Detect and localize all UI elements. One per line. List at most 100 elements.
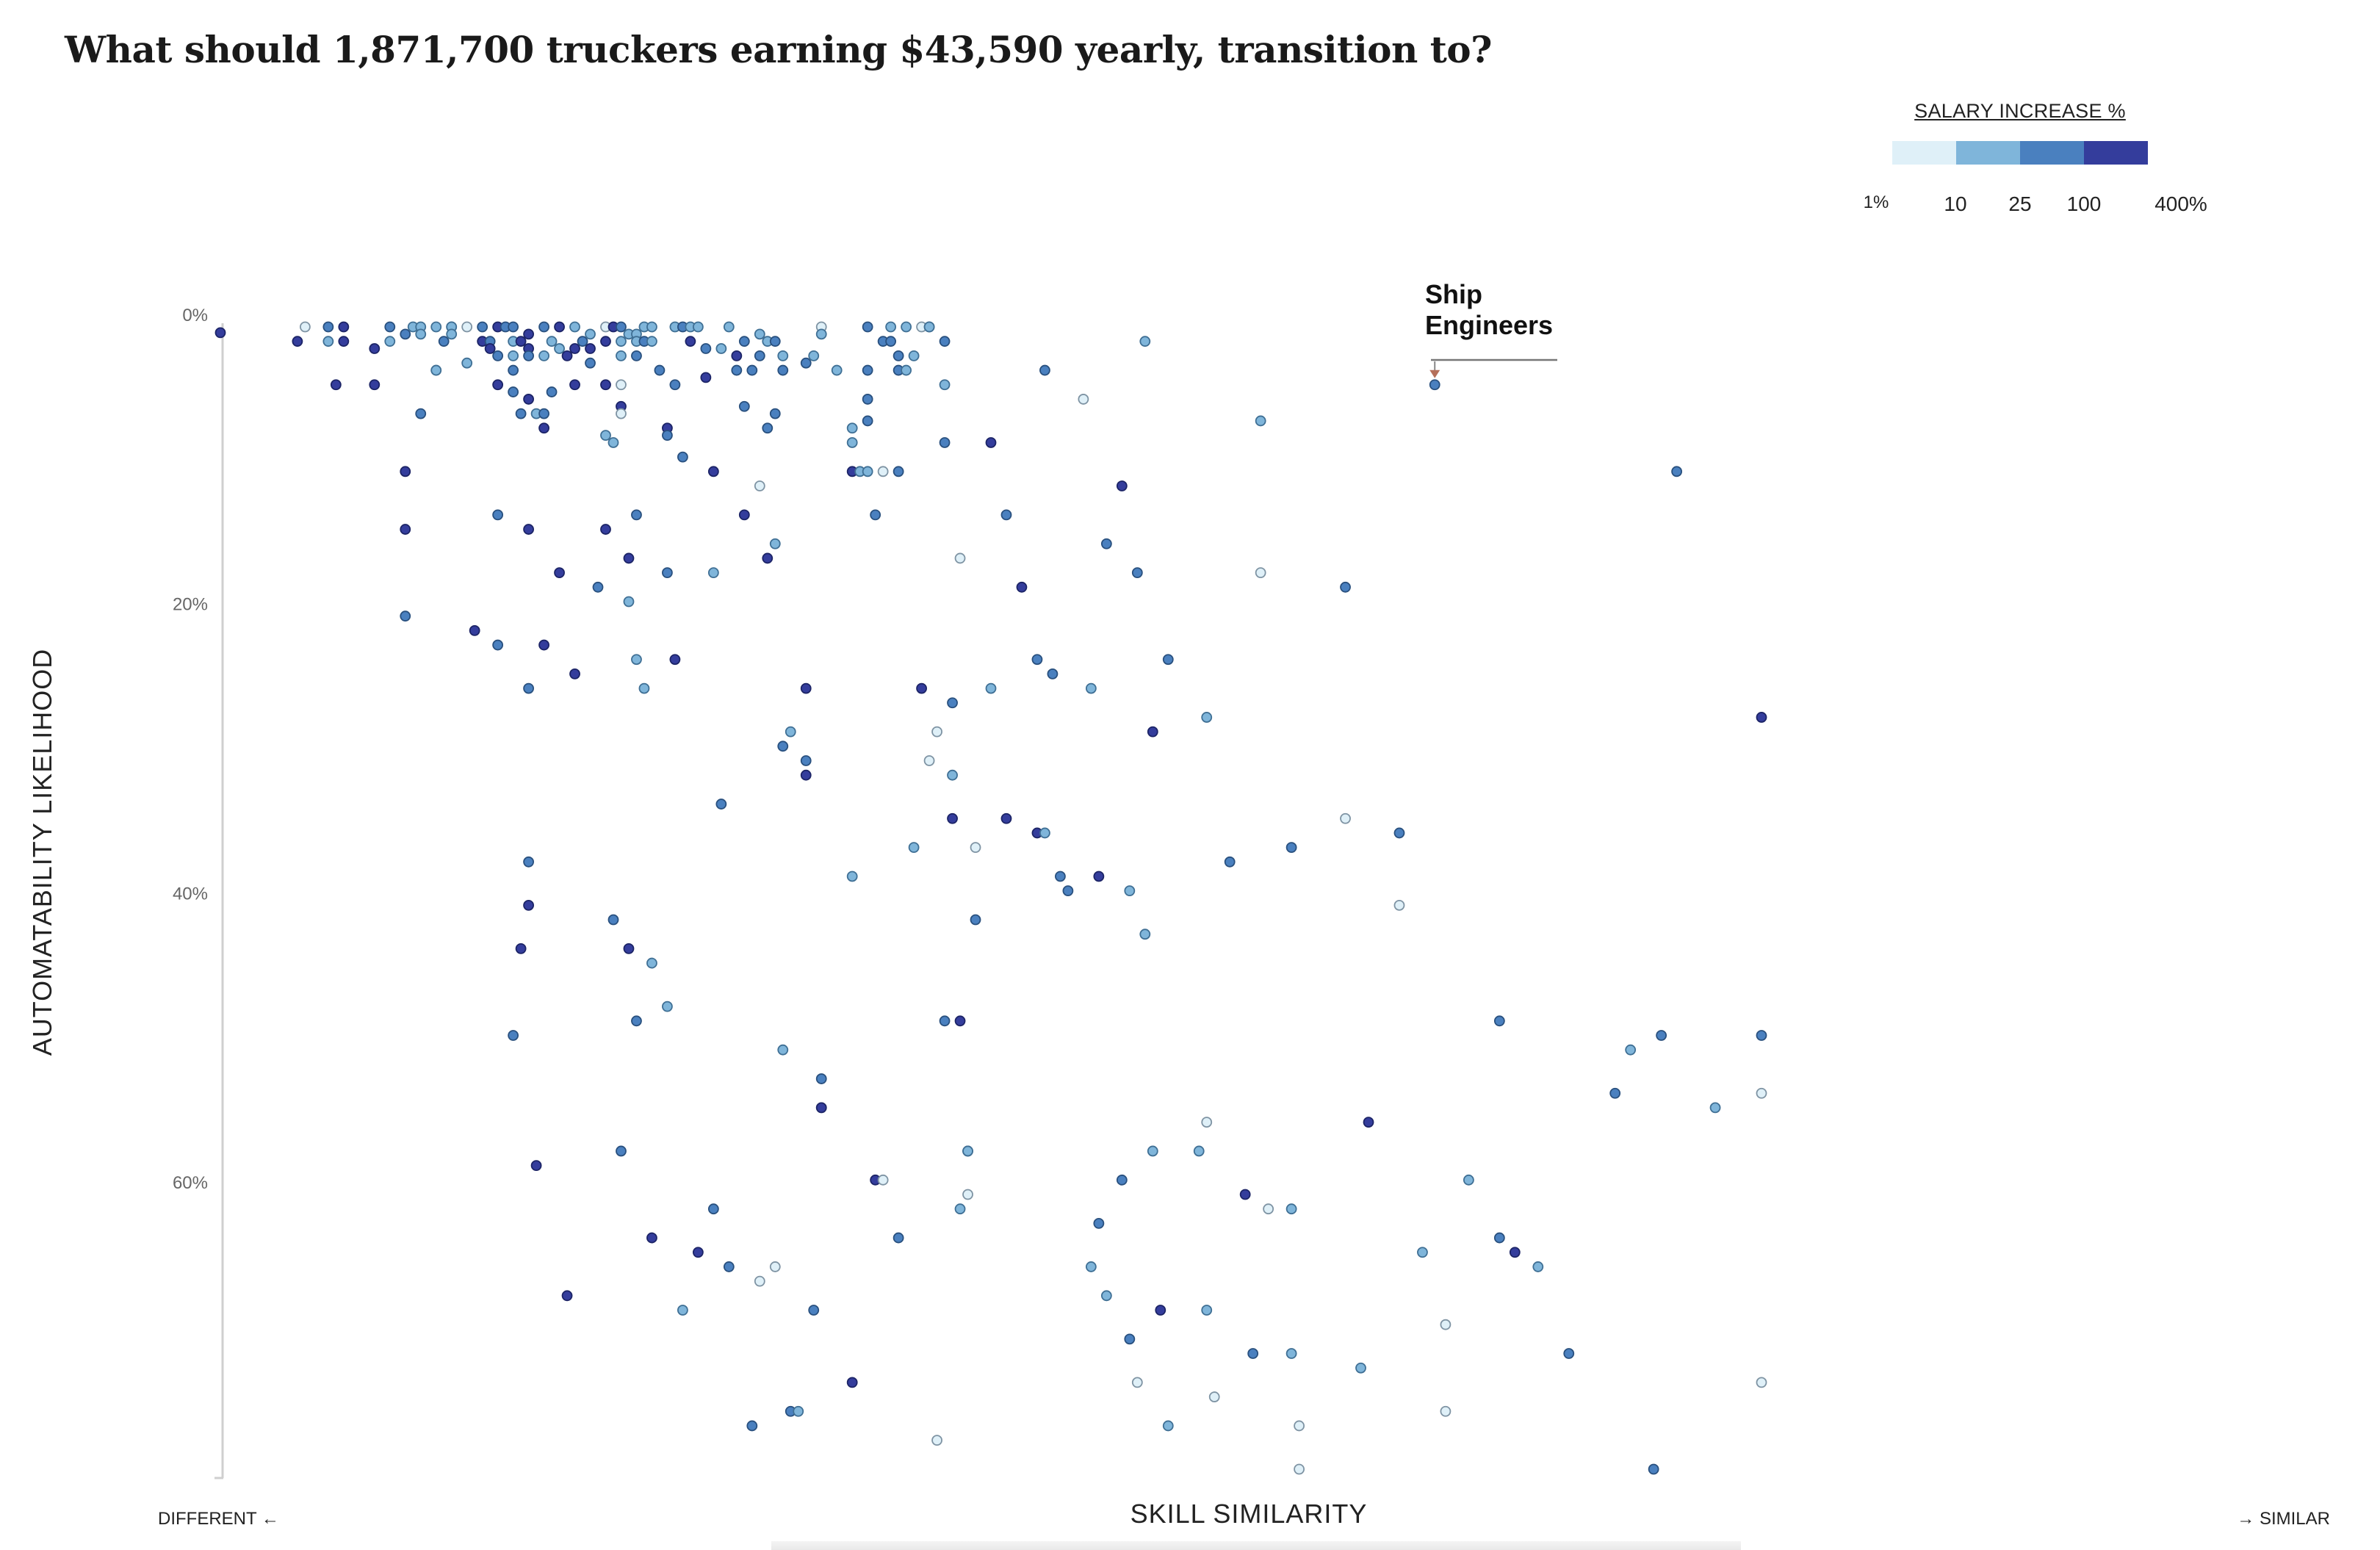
data-point: [1055, 870, 1066, 882]
data-point: [1255, 415, 1266, 427]
data-point: [546, 386, 558, 397]
data-point: [607, 437, 619, 448]
y-tick-label: 60%: [173, 1173, 208, 1193]
data-point: [616, 1145, 627, 1157]
data-point: [954, 1203, 966, 1215]
data-point: [777, 364, 789, 376]
data-point: [492, 379, 504, 391]
data-point: [492, 639, 504, 651]
data-point: [1131, 567, 1143, 579]
data-point: [846, 422, 858, 434]
y-tick-label: 40%: [173, 884, 208, 904]
y-tick-label: 0%: [182, 306, 208, 325]
data-point: [338, 336, 350, 347]
data-point: [738, 400, 750, 412]
data-point: [631, 350, 642, 361]
data-point: [1116, 1174, 1128, 1186]
data-point: [1340, 581, 1351, 593]
data-point: [607, 914, 619, 926]
data-point: [692, 321, 704, 333]
data-point: [1039, 827, 1050, 839]
data-point: [561, 350, 573, 361]
data-point: [1124, 885, 1136, 897]
y-axis-title: AUTOMATABILITY LIKELIHOOD: [27, 648, 57, 1056]
data-point: [800, 357, 812, 369]
data-point: [616, 336, 627, 347]
data-point: [1193, 1145, 1205, 1157]
data-point: [322, 336, 334, 347]
data-point: [1139, 336, 1151, 347]
data-point: [623, 942, 635, 954]
data-point: [538, 321, 549, 333]
data-point: [523, 899, 534, 911]
data-point: [561, 1290, 573, 1302]
data-point: [962, 1189, 973, 1200]
data-point: [538, 408, 549, 419]
salary-legend: SALARY INCREASE % 1% 10 25 100 400%: [1851, 97, 2218, 229]
data-point: [1047, 668, 1059, 680]
data-point: [1062, 885, 1074, 897]
data-point: [554, 321, 565, 333]
data-point: [292, 336, 303, 347]
data-point: [538, 350, 549, 361]
data-point: [754, 328, 765, 340]
legend-swatch-1: [1892, 141, 1956, 165]
data-point: [1201, 1117, 1213, 1128]
data-point: [970, 842, 981, 854]
data-point: [1085, 1261, 1097, 1272]
data-point: [923, 321, 935, 333]
data-point: [1493, 1232, 1505, 1244]
data-point: [1393, 899, 1405, 911]
data-point: [623, 552, 635, 564]
data-point: [1085, 682, 1097, 694]
data-point: [631, 654, 642, 666]
data-point: [338, 321, 350, 333]
data-point: [846, 870, 858, 882]
legend-swatch-3: [2020, 141, 2084, 165]
data-point: [815, 1102, 827, 1114]
data-point: [654, 364, 666, 376]
data-point: [585, 328, 596, 340]
data-point: [1000, 812, 1012, 824]
data-point: [508, 364, 519, 376]
data-point: [862, 415, 873, 427]
legend-tick-2: 10: [1944, 192, 1967, 215]
scatter-plot: 0% 20% 40% 60%: [173, 306, 1767, 1479]
data-point: [523, 350, 534, 361]
data-point: [1532, 1261, 1544, 1272]
data-point: [1131, 1377, 1143, 1388]
data-point: [631, 509, 642, 521]
data-point: [931, 1435, 942, 1446]
data-point: [600, 379, 611, 391]
y-tick-label: 20%: [173, 595, 208, 615]
data-point: [523, 524, 534, 535]
data-point: [777, 1044, 789, 1056]
data-point: [1247, 1348, 1259, 1359]
data-point: [1625, 1044, 1637, 1056]
data-point: [1239, 1189, 1251, 1200]
data-point: [577, 336, 588, 347]
x-axis-labels: DIFFERENT ← SKILL SIMILARITY → SIMILAR: [0, 1499, 2380, 1543]
data-point: [1563, 1348, 1575, 1359]
data-point: [669, 654, 681, 666]
data-point: [492, 350, 504, 361]
data-point: [769, 408, 781, 419]
data-point: [885, 336, 897, 347]
data-point: [1671, 466, 1683, 477]
data-point: [546, 336, 558, 347]
data-point: [870, 509, 881, 521]
data-point: [862, 466, 873, 477]
annotation-line2: Engineers: [1425, 310, 1554, 340]
legend-swatch-4: [2084, 141, 2148, 165]
data-point: [877, 466, 889, 477]
data-point: [931, 726, 942, 738]
data-point: [1155, 1305, 1166, 1316]
legend-tick-4: 100: [2066, 192, 2102, 215]
data-point: [877, 1174, 889, 1186]
data-point: [662, 567, 673, 579]
data-point: [569, 668, 580, 680]
data-point: [1285, 1203, 1297, 1215]
data-point: [400, 466, 411, 477]
data-point: [954, 1015, 966, 1027]
data-point: [892, 466, 904, 477]
